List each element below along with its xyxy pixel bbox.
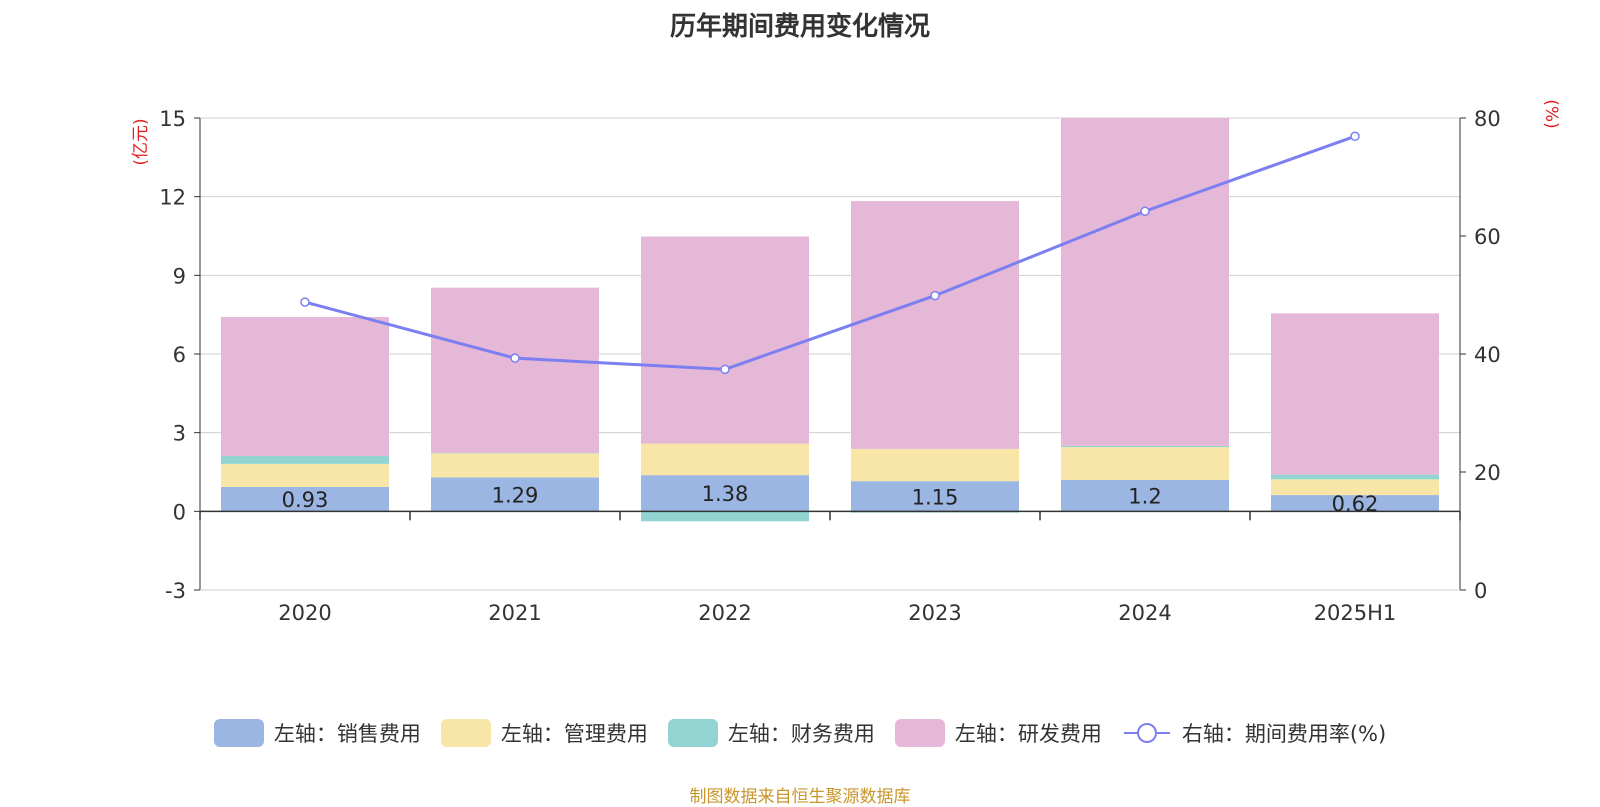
- bar-segment: [431, 452, 599, 454]
- bar-value-label: 1.29: [492, 483, 539, 507]
- category-label: 2024: [1118, 601, 1171, 625]
- legend: 左轴：销售费用 左轴：管理费用 左轴：财务费用 左轴：研发费用 右轴：期间费用率(%): [0, 718, 1600, 748]
- bar-segment: [431, 453, 599, 478]
- right-tick-label: 0: [1474, 579, 1487, 603]
- bar-segment: [851, 201, 1019, 449]
- bar-segment: [431, 477, 599, 512]
- legend-label: 左轴：财务费用: [727, 722, 875, 746]
- legend-label: 右轴：期间费用率(%): [1181, 722, 1387, 746]
- right-tick-label: 80: [1474, 107, 1501, 131]
- legend-label: 左轴：管理费用: [500, 722, 648, 746]
- left-axis-unit: (亿元): [131, 118, 151, 165]
- bar-value-label: 1.38: [702, 482, 749, 506]
- legend-line-marker-icon: [1122, 719, 1172, 747]
- rate-point: [510, 353, 520, 363]
- left-tick-label: 9: [173, 264, 186, 288]
- bar-segment: [851, 481, 1019, 512]
- legend-swatch: [667, 719, 718, 747]
- rate-point: [1140, 206, 1150, 216]
- left-tick-label: 12: [159, 186, 186, 210]
- legend-item[interactable]: 左轴：财务费用: [667, 718, 875, 748]
- category-label: 2020: [278, 601, 331, 625]
- bar-segment: [431, 287, 599, 453]
- bar-segment: [221, 486, 389, 512]
- rate-point: [1350, 131, 1360, 142]
- right-tick-label: 20: [1474, 461, 1501, 485]
- legend-swatch: [894, 719, 945, 747]
- right-tick-label: 60: [1474, 225, 1501, 249]
- bar-segment: [1061, 445, 1229, 448]
- bar-segment: [641, 511, 809, 522]
- bar-value-label: 1.15: [912, 485, 959, 509]
- rate-line: [300, 131, 1360, 375]
- left-tick-label: -3: [165, 579, 186, 603]
- left-tick-label: 6: [173, 343, 186, 367]
- bar-segment: [1271, 495, 1439, 512]
- bar-labels: 0.93 1.29 1.38 1.15 1.2 0.62: [282, 482, 1379, 516]
- legend-label: 左轴：研发费用: [954, 722, 1102, 746]
- bar-value-label: 0.62: [1332, 492, 1379, 516]
- rate-point: [720, 364, 730, 375]
- left-tick-label: 3: [173, 422, 186, 446]
- legend-item[interactable]: 左轴：销售费用: [213, 718, 421, 748]
- bar-segment: [1061, 447, 1229, 480]
- legend-item[interactable]: 右轴：期间费用率(%): [1122, 718, 1386, 748]
- chart-plot: -3 0 3 6 9 12 15 0 20 40 60 80 (亿元) (%) 2020 2021 2022 20…: [131, 99, 1561, 625]
- axes: -3 0 3 6 9 12 15 0 20 40 60 80 (亿元) (%) 2020 2021 2022 20…: [131, 99, 1561, 625]
- right-tick-label: 40: [1474, 343, 1501, 367]
- bar-segment: [221, 463, 389, 487]
- category-label: 2022: [698, 601, 751, 625]
- rate-point: [930, 290, 940, 301]
- bar-value-label: 1.2: [1128, 485, 1161, 509]
- bar-segment: [221, 456, 389, 464]
- left-tick-label: 15: [159, 107, 186, 131]
- legend-item[interactable]: 左轴：研发费用: [894, 718, 1102, 748]
- bar-segment: [641, 443, 809, 476]
- rate-point: [300, 297, 310, 307]
- category-label: 2021: [488, 601, 541, 625]
- bar-segment: [641, 475, 809, 512]
- bar-segment: [851, 448, 1019, 482]
- bar-segment: [1271, 313, 1439, 475]
- legend-swatch: [213, 719, 264, 747]
- category-label: 2025H1: [1314, 601, 1397, 625]
- legend-label: 左轴：销售费用: [273, 722, 421, 746]
- left-tick-label: 0: [173, 500, 186, 524]
- bars: [221, 118, 1439, 522]
- bar-value-label: 0.93: [282, 488, 329, 512]
- chart-title: 历年期间费用变化情况: [669, 12, 930, 42]
- category-label: 2023: [908, 601, 961, 625]
- bar-segment: [1061, 479, 1229, 512]
- right-axis-unit: (%): [1541, 99, 1561, 128]
- source-note: 制图数据来自恒生聚源数据库: [689, 787, 911, 807]
- bar-segment: [1061, 118, 1229, 446]
- bar-segment: [1271, 474, 1439, 480]
- legend-swatch: [440, 719, 491, 747]
- bar-segment: [1271, 479, 1439, 496]
- bar-segment: [221, 317, 389, 457]
- legend-item[interactable]: 左轴：管理费用: [440, 718, 648, 748]
- rate-line-path: [304, 134, 1356, 371]
- bar-segment: [641, 236, 809, 444]
